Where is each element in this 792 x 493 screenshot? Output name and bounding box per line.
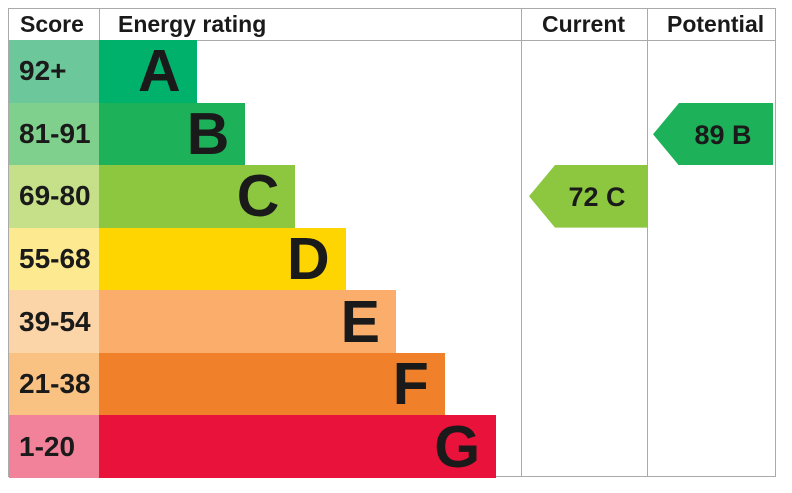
svg-text:72 C: 72 C xyxy=(568,182,625,212)
svg-text:89 B: 89 B xyxy=(695,120,752,150)
